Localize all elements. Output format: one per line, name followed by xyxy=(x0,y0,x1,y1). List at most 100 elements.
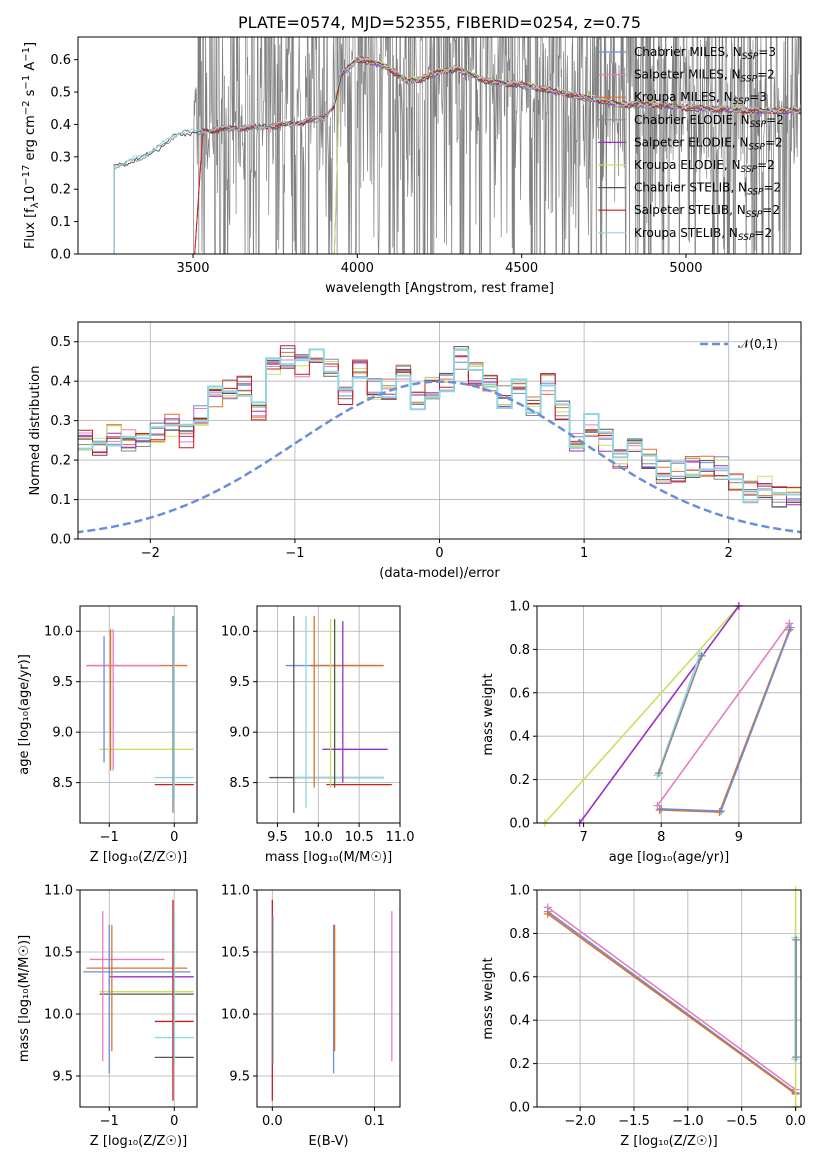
xtick-label-2-0: −1 xyxy=(100,830,119,845)
series-4-5 xyxy=(659,629,791,813)
lines-4 xyxy=(540,602,795,827)
xlabel-0: wavelength [Angstrom, rest frame] xyxy=(325,281,554,296)
ytick-label-2-1: 9.0 xyxy=(52,726,73,741)
frame-5: −1 0 9.5 10.0 10.5 11.0 Z [log₁₀(Z/Z☉)] mass [l… xyxy=(17,884,198,1149)
ytick-label-4-5: 1.0 xyxy=(509,600,530,615)
ytick-label-0-5: 0.5 xyxy=(50,86,71,101)
ytick-label-5-3: 11.0 xyxy=(44,884,73,899)
lines-7 xyxy=(543,886,801,1111)
legend-label-normal: 𝒩(0,1) xyxy=(738,337,778,351)
ytick-label-4-0: 0.0 xyxy=(509,817,530,832)
model-line-8 xyxy=(113,57,801,254)
ytick-label-7-4: 0.8 xyxy=(509,927,530,942)
frame-0: 3500 4000 4500 5000 0.0 0.1 0.2 0.3 0.4 0.5 0.6 wav… xyxy=(50,36,802,296)
axes-6 xyxy=(257,889,400,1107)
normal-curve xyxy=(78,380,801,534)
plot-frame-7 xyxy=(536,889,802,1108)
frame-4: 7 8 9 0.0 0.2 0.4 0.6 0.8 1.0 age [log₁₀(age/yr)]… xyxy=(481,600,802,865)
xlabel-1: (data-model)/error xyxy=(379,566,500,581)
ytick-label-3-1: 9.0 xyxy=(229,726,250,741)
xlabel-2: Z [log₁₀(Z/Z☉)] xyxy=(90,850,187,865)
series-4-2 xyxy=(656,653,701,776)
ylabel-7: mass weight xyxy=(481,957,496,1039)
plot-frame-6 xyxy=(256,889,401,1108)
hist-8 xyxy=(78,348,801,503)
ytick-label-7-0: 0.0 xyxy=(509,1101,530,1116)
ylabel-1: Normed distribution xyxy=(28,366,43,496)
legend-label-3: Chabrier ELODIE, NSSP=2 xyxy=(634,113,784,130)
xtick-label-4-0: 7 xyxy=(579,830,587,845)
ytick-label-4-4: 0.8 xyxy=(509,643,530,658)
series-7-2 xyxy=(547,913,797,1095)
ytick-label-3-2: 9.5 xyxy=(229,675,250,690)
ytick-label-2-0: 8.5 xyxy=(52,776,73,791)
series-7-1 xyxy=(547,911,797,1094)
legend-label-2: Kroupa MILES, NSSP=3 xyxy=(634,90,767,107)
model-line-6 xyxy=(113,58,801,254)
series-4-4 xyxy=(656,622,791,807)
plot-frame-4 xyxy=(536,605,802,824)
marker-4-3-0 xyxy=(654,769,663,778)
ylabel-2: age [log₁₀(age/yr)] xyxy=(17,654,32,775)
xtick-label-7-2: −1.0 xyxy=(672,1114,704,1129)
ytick-label-5-1: 10.0 xyxy=(44,1008,73,1023)
series-4-0 xyxy=(544,605,740,824)
series-4-3 xyxy=(658,655,703,774)
plot-frame-2 xyxy=(79,605,198,824)
spectrum-plot xyxy=(113,37,801,254)
marker-4-3-1 xyxy=(697,651,706,660)
chart-title: PLATE=0574, MJD=52355, FIBERID=0254, z=0… xyxy=(238,13,641,32)
xtick-label-4-2: 9 xyxy=(735,830,743,845)
xtick-label-0-1: 4000 xyxy=(341,261,374,276)
legend-label-4: Salpeter ELODIE, NSSP=2 xyxy=(634,135,783,152)
ytick-label-1-3: 0.3 xyxy=(50,414,71,429)
xtick-label-5-1: 0 xyxy=(170,1114,178,1129)
series-4-1 xyxy=(579,605,740,824)
ytick-label-1-4: 0.4 xyxy=(50,375,71,390)
marker-4-6-0 xyxy=(657,804,666,813)
ytick-label-3-3: 10.0 xyxy=(221,625,250,640)
ytick-label-6-2: 10.5 xyxy=(221,946,250,961)
ytick-label-7-3: 0.6 xyxy=(509,970,530,985)
axes-7 xyxy=(537,889,801,1108)
xtick-label-7-3: −0.5 xyxy=(726,1114,758,1129)
xtick-label-3-3: 11.0 xyxy=(386,830,415,845)
xtick-label-0-2: 4500 xyxy=(505,261,538,276)
ytick-label-7-2: 0.4 xyxy=(509,1014,530,1029)
xtick-label-2-1: 0 xyxy=(170,830,178,845)
ytick-label-1-0: 0.0 xyxy=(50,533,71,548)
ytick-label-6-3: 11.0 xyxy=(221,884,250,899)
ylabel-0: Flux [fλ10−17 erg cm−2 s−1 A−1] xyxy=(21,42,41,249)
series-7-0 xyxy=(547,906,797,1091)
ytick-label-1-5: 0.5 xyxy=(50,335,71,350)
frame-3: 9.5 10.0 10.5 11.0 8.5 9.0 9.5 10.0 mass [log₁₀(… xyxy=(221,605,415,865)
legend-label-7: Salpeter STELIB, NSSP=2 xyxy=(634,203,780,220)
marker-7-4-0 xyxy=(791,1055,800,1064)
bars-5 xyxy=(83,899,194,1101)
xtick-label-3-2: 10.5 xyxy=(345,830,374,845)
marker-7-5-1 xyxy=(792,935,801,944)
ytick-label-0-1: 0.1 xyxy=(50,215,71,230)
xtick-label-3-1: 10.0 xyxy=(304,830,333,845)
ylabel-5: mass [log₁₀(M/M☉)] xyxy=(17,935,32,1062)
marker-7-4-1 xyxy=(791,933,800,942)
frame-6: 0.0 0.1 9.5 10.0 10.5 11.0 E(B-V) xyxy=(221,884,401,1149)
legend-0: Chabrier MILES, NSSP=3 Salpeter MILES, NS… xyxy=(598,45,784,243)
legend-label-1: Salpeter MILES, NSSP=2 xyxy=(634,68,775,85)
xtick-label-7-4: 0.0 xyxy=(785,1114,806,1129)
marker-7-5-0 xyxy=(792,1053,801,1062)
xtick-label-1-1: −1 xyxy=(285,546,304,561)
axes-2 xyxy=(80,606,197,823)
observed-spectrum xyxy=(192,37,801,254)
plot-frame-0 xyxy=(77,36,802,255)
legend-label-8: Kroupa STELIB, NSSP=2 xyxy=(634,226,772,243)
ytick-label-7-5: 1.0 xyxy=(509,884,530,899)
xtick-label-4-1: 8 xyxy=(657,830,665,845)
xtick-label-0-3: 5000 xyxy=(669,261,702,276)
xtick-label-6-0: 0.0 xyxy=(262,1114,283,1129)
ytick-label-6-0: 9.5 xyxy=(229,1070,250,1085)
ytick-label-7-1: 0.2 xyxy=(509,1057,530,1072)
ytick-label-0-3: 0.3 xyxy=(50,150,71,165)
residual-histograms xyxy=(78,345,801,534)
